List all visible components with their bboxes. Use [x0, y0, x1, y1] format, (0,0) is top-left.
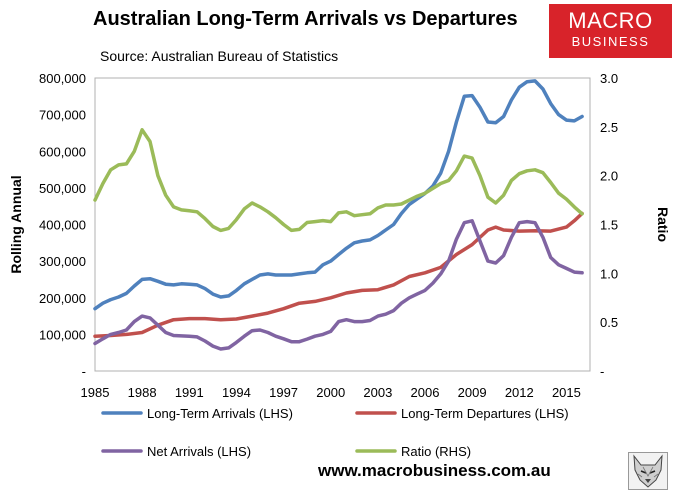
y2-axis-title: Ratio — [655, 207, 671, 242]
y-tick-label: 600,000 — [39, 144, 86, 159]
y-tick-label: 400,000 — [39, 218, 86, 233]
x-tick-label: 1997 — [269, 385, 298, 400]
wolf-head-icon — [628, 452, 668, 490]
macrobusiness-logo: MACRO BUSINESS — [549, 4, 672, 58]
x-tick-label: 2015 — [552, 385, 581, 400]
y-tick-label: 300,000 — [39, 254, 86, 269]
y-tick-label: 500,000 — [39, 181, 86, 196]
chart-subtitle: Source: Australian Bureau of Statistics — [100, 48, 339, 64]
series-line-2 — [93, 211, 584, 338]
website-url: www.macrobusiness.com.au — [318, 461, 551, 480]
y2-tick-label: 2.0 — [600, 169, 618, 184]
chart-title: Australian Long-Term Arrivals vs Departu… — [93, 8, 518, 30]
y2-tick-label: 1.0 — [600, 266, 618, 281]
x-tick-label: 2003 — [363, 385, 392, 400]
x-tick-label: 2009 — [458, 385, 487, 400]
x-tick-label: 1988 — [128, 385, 157, 400]
y-tick-label: 700,000 — [39, 108, 86, 123]
x-tick-label: 2006 — [411, 385, 440, 400]
y-tick-label: 800,000 — [39, 71, 86, 86]
series-line-4 — [93, 128, 584, 233]
x-tick-label: 1985 — [81, 385, 110, 400]
y2-tick-label: 2.5 — [600, 120, 618, 135]
y-tick-label: 200,000 — [39, 291, 86, 306]
y-tick-label: - — [82, 364, 86, 379]
x-tick-label: 1994 — [222, 385, 251, 400]
logo-line-2: BUSINESS — [571, 34, 650, 49]
y2-tick-label: 0.5 — [600, 315, 618, 330]
legend-label: Long-Term Departures (LHS) — [401, 406, 569, 421]
legend-label: Ratio (RHS) — [401, 444, 471, 459]
y-tick-label: 100,000 — [39, 327, 86, 342]
legend-label: Long-Term Arrivals (LHS) — [147, 406, 293, 421]
legend-label: Net Arrivals (LHS) — [147, 444, 251, 459]
logo-line-1: MACRO — [568, 8, 653, 33]
y2-tick-label: 3.0 — [600, 71, 618, 86]
y-axis-title: Rolling Annual — [8, 175, 24, 273]
y2-tick-label: - — [600, 364, 604, 379]
x-tick-label: 1991 — [175, 385, 204, 400]
plot-frame — [94, 77, 591, 372]
x-tick-label: 2012 — [505, 385, 534, 400]
series-line-1 — [93, 79, 584, 311]
series-line-3 — [93, 219, 584, 351]
y2-tick-label: 1.5 — [600, 218, 618, 233]
x-tick-label: 2000 — [316, 385, 345, 400]
